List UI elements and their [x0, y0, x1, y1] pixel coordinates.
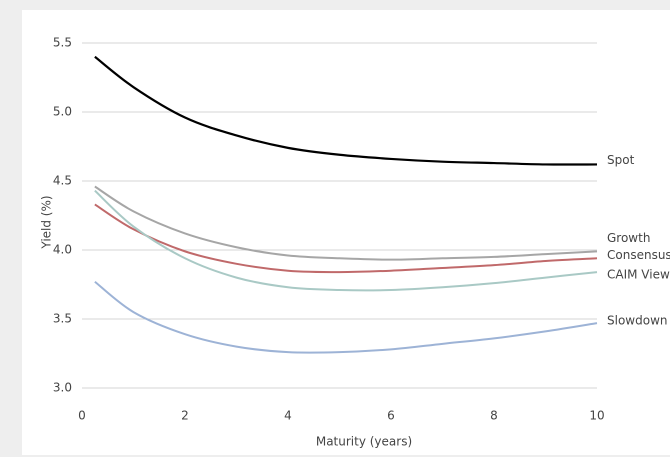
series-label: Growth	[607, 231, 650, 245]
series-label: Consensus	[607, 248, 670, 262]
line-series	[94, 280, 598, 354]
x-tick-label: 10	[589, 409, 604, 423]
y-axis-title: Yield (%)	[40, 195, 54, 249]
y-tick-label: 4.5	[53, 174, 72, 188]
y-tick-label: 5.5	[53, 36, 72, 50]
line-series	[94, 189, 598, 292]
series-label: CAIM View	[607, 268, 670, 282]
y-tick-label: 3.0	[53, 381, 72, 395]
x-tick-label: 0	[78, 409, 86, 423]
series-label: Slowdown	[607, 314, 668, 328]
x-tick-label: 2	[181, 409, 189, 423]
y-tick-label: 5.0	[53, 105, 72, 119]
line-series	[94, 203, 598, 274]
line-series	[94, 55, 598, 166]
line-series	[94, 185, 598, 261]
x-tick-label: 4	[284, 409, 292, 423]
y-tick-label: 4.0	[53, 243, 72, 257]
series-label: Spot	[607, 153, 635, 167]
x-tick-label: 6	[387, 409, 395, 423]
y-tick-label: 3.5	[53, 312, 72, 326]
x-tick-label: 8	[490, 409, 498, 423]
x-axis-title: Maturity (years)	[316, 435, 412, 449]
